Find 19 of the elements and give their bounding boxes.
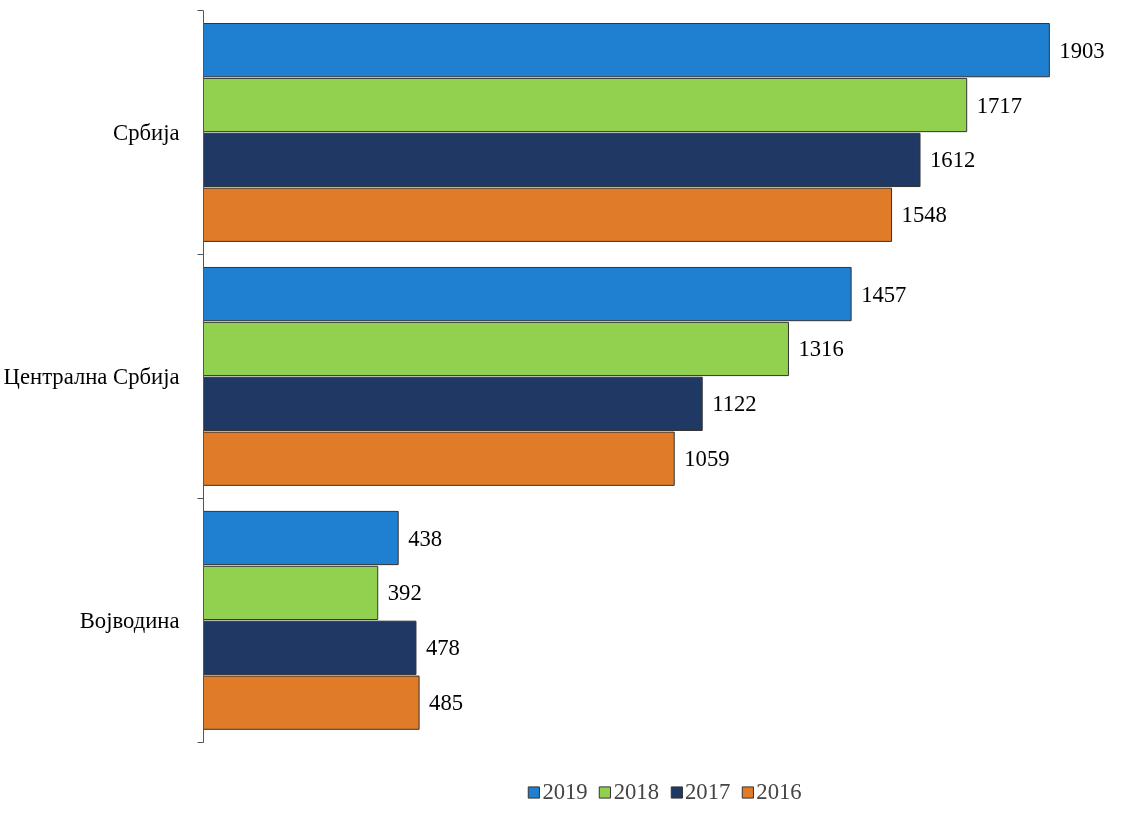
data-label: 1122 xyxy=(712,391,757,417)
data-label: 1717 xyxy=(976,92,1023,118)
data-label: 1612 xyxy=(930,147,976,173)
legend-label: 2017 xyxy=(685,779,731,805)
data-label: 1548 xyxy=(901,202,947,228)
y-tick-label: Војводина xyxy=(79,607,180,633)
data-label: 392 xyxy=(387,580,422,606)
legend-label: 2018 xyxy=(613,779,659,805)
data-label: 438 xyxy=(408,525,443,551)
legend-label: 2019 xyxy=(542,779,588,805)
data-label: 485 xyxy=(429,690,464,716)
data-label: 1903 xyxy=(1059,37,1105,63)
data-label: 1316 xyxy=(798,336,844,362)
data-label: 1059 xyxy=(684,446,730,472)
y-tick-label: Централна Србија xyxy=(3,363,180,389)
data-label: 1457 xyxy=(861,281,907,307)
data-label: 478 xyxy=(425,635,460,661)
y-tick-label: Србија xyxy=(113,119,180,145)
legend-label: 2016 xyxy=(756,779,802,805)
